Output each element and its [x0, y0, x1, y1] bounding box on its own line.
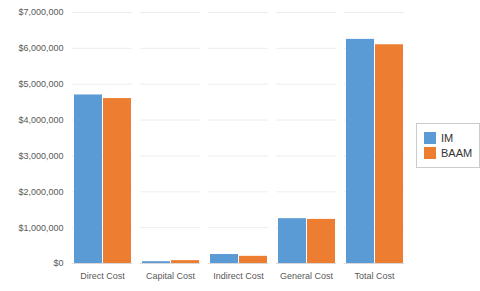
svg-text:$6,000,000: $6,000,000: [18, 43, 63, 53]
svg-text:$0: $0: [53, 258, 63, 268]
html-text:BAAM: BAAM: [441, 147, 473, 159]
html-text:IM: IM: [441, 132, 454, 144]
svg-text:Direct Cost: Direct Cost: [80, 271, 125, 281]
svg-text:$4,000,000: $4,000,000: [18, 115, 63, 125]
svg-text:$3,000,000: $3,000,000: [18, 151, 63, 161]
svg-text:$5,000,000: $5,000,000: [18, 79, 63, 89]
svg-text:General Cost: General Cost: [280, 271, 334, 281]
svg-text:$1,000,000: $1,000,000: [18, 223, 63, 233]
svg-text:Total Cost: Total Cost: [354, 271, 395, 281]
svg-text:$2,000,000: $2,000,000: [18, 187, 63, 197]
svg-text:$7,000,000: $7,000,000: [18, 7, 63, 17]
svg-text:Indirect Cost: Indirect Cost: [213, 271, 264, 281]
svg-text:Capital Cost: Capital Cost: [146, 271, 196, 281]
